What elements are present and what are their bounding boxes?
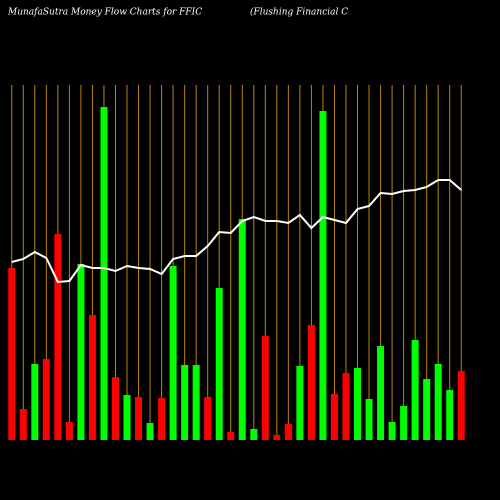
- bar: [434, 364, 442, 440]
- bar: [204, 397, 212, 440]
- bar: [54, 234, 62, 440]
- bar: [457, 371, 465, 440]
- bar: [446, 390, 454, 440]
- bar: [411, 340, 419, 440]
- bar: [307, 325, 315, 440]
- bar: [388, 422, 396, 440]
- bar: [250, 429, 258, 440]
- bar: [330, 394, 338, 440]
- bar: [181, 365, 189, 440]
- bar: [169, 266, 177, 440]
- bar: [77, 264, 85, 440]
- bar: [31, 364, 39, 440]
- bar: [8, 268, 16, 440]
- bar: [227, 432, 235, 440]
- chart-subtitle: (Flushing Financial C: [250, 7, 348, 18]
- bar: [111, 377, 119, 440]
- bar: [238, 219, 246, 440]
- bar: [400, 406, 408, 440]
- bar: [215, 288, 223, 440]
- bar: [88, 315, 96, 440]
- bar: [192, 365, 200, 440]
- bar: [100, 107, 108, 440]
- bar: [423, 379, 431, 440]
- money-flow-line: [11, 179, 462, 284]
- bar: [261, 336, 269, 440]
- bar: [342, 373, 350, 440]
- bar: [319, 111, 327, 440]
- bar: [284, 424, 292, 440]
- bar: [146, 423, 154, 440]
- bar: [135, 397, 143, 440]
- bar: [296, 366, 304, 440]
- bar: [158, 398, 166, 440]
- bar: [377, 346, 385, 440]
- bar: [365, 399, 373, 440]
- bar: [273, 435, 281, 440]
- bar: [123, 395, 131, 440]
- bar: [65, 422, 73, 440]
- chart-title: MunafaSutra Money Flow Charts for FFIC: [7, 8, 202, 18]
- bar: [19, 409, 27, 440]
- bar: [354, 368, 362, 440]
- bar: [42, 359, 50, 440]
